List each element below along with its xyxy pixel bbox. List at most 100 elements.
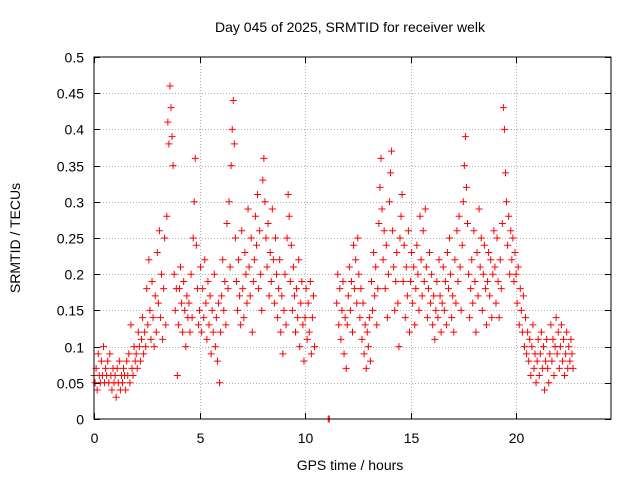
data-point: [262, 234, 270, 242]
data-point: [267, 277, 275, 285]
data-point: [276, 256, 284, 264]
data-point: [416, 212, 424, 220]
data-point: [132, 350, 140, 358]
data-point: [225, 198, 233, 206]
data-point: [279, 350, 287, 358]
data-point: [99, 343, 107, 351]
data-point: [293, 285, 301, 293]
x-tick-label: 10: [298, 430, 314, 446]
data-point: [299, 321, 307, 329]
data-point: [266, 248, 274, 256]
data-point: [528, 343, 536, 351]
data-point: [563, 328, 571, 336]
data-point: [134, 328, 142, 336]
data-point: [415, 306, 423, 314]
data-point: [149, 314, 157, 322]
data-point: [408, 248, 416, 256]
data-point: [190, 198, 198, 206]
data-point: [351, 285, 359, 293]
data-point: [173, 372, 181, 380]
data-point: [462, 183, 470, 191]
data-point: [255, 285, 263, 293]
data-point: [194, 321, 202, 329]
data-point: [311, 343, 319, 351]
data-point: [451, 256, 459, 264]
data-point: [259, 176, 267, 184]
data-point: [545, 379, 553, 387]
data-point: [552, 314, 560, 322]
data-point: [509, 234, 517, 242]
data-point: [239, 285, 247, 293]
data-point: [235, 256, 243, 264]
data-point: [288, 306, 296, 314]
data-point: [498, 220, 506, 228]
data-point: [189, 234, 197, 242]
data-point: [491, 263, 499, 271]
data-point: [179, 328, 187, 336]
data-point: [468, 256, 476, 264]
data-point: [401, 314, 409, 322]
data-point: [264, 220, 272, 228]
data-point: [171, 306, 179, 314]
data-point: [379, 256, 387, 264]
data-point: [470, 227, 478, 235]
data-point: [201, 256, 209, 264]
data-point: [165, 140, 173, 148]
data-point: [501, 169, 509, 177]
data-point: [513, 299, 521, 307]
data-point: [569, 364, 577, 372]
data-point: [417, 256, 425, 264]
data-point: [257, 270, 265, 278]
data-point: [295, 256, 303, 264]
data-point: [547, 321, 555, 329]
data-point: [487, 256, 495, 264]
data-point: [275, 285, 283, 293]
data-point: [384, 270, 392, 278]
data-point: [126, 379, 134, 387]
y-tick-label: 0.15: [57, 303, 84, 319]
data-point: [488, 314, 496, 322]
data-point: [535, 372, 543, 380]
data-point: [342, 364, 350, 372]
data-point: [523, 350, 531, 358]
data-point: [555, 364, 563, 372]
data-point: [108, 386, 116, 394]
data-point: [486, 292, 494, 300]
data-point: [125, 350, 133, 358]
data-point: [553, 350, 561, 358]
data-point: [397, 212, 405, 220]
data-point: [433, 277, 441, 285]
data-point: [388, 147, 396, 155]
y-tick-label: 0.35: [57, 159, 84, 175]
data-point: [380, 227, 388, 235]
data-point: [510, 277, 518, 285]
data-point: [336, 285, 344, 293]
data-point: [524, 328, 532, 336]
data-point: [366, 357, 374, 365]
data-point: [144, 321, 152, 329]
data-point: [522, 314, 530, 322]
data-point: [499, 104, 507, 112]
data-point: [150, 343, 158, 351]
y-tick-labels: 0 0.05 0.1 0.15 0.2 0.25 0.3 0.35 0.4 0.45 0.5: [57, 50, 84, 428]
data-point: [282, 321, 290, 329]
data-point: [163, 212, 171, 220]
data-point: [364, 343, 372, 351]
data-point: [285, 212, 293, 220]
data-point: [365, 314, 373, 322]
data-point: [182, 343, 190, 351]
data-point: [382, 241, 390, 249]
data-point: [455, 212, 463, 220]
data-point: [145, 256, 153, 264]
data-point: [554, 328, 562, 336]
data-point: [537, 328, 545, 336]
data-point: [473, 248, 481, 256]
data-point: [160, 285, 168, 293]
data-point: [143, 285, 151, 293]
data-point: [476, 263, 484, 271]
data-point: [472, 328, 480, 336]
data-point: [357, 285, 365, 293]
data-point: [353, 299, 361, 307]
data-point: [496, 256, 504, 264]
data-point: [250, 256, 258, 264]
